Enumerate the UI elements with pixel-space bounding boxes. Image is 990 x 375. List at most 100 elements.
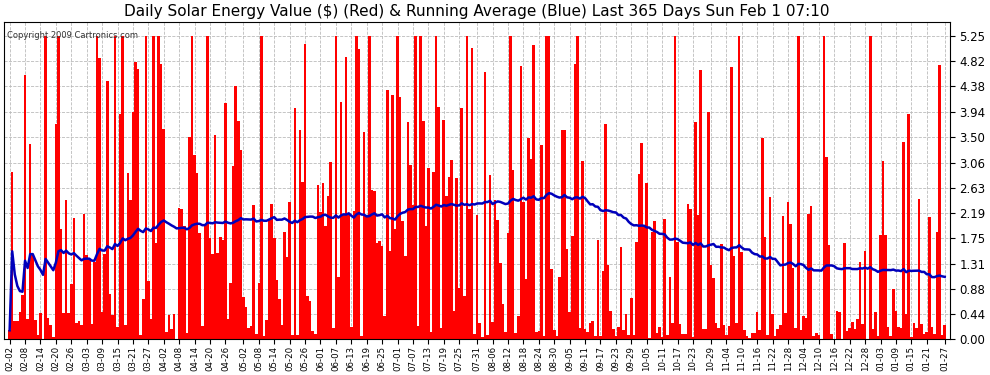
Bar (784, 313, 787, 339)
Bar (54, 124, 57, 339)
Bar (450, 160, 452, 339)
Bar (910, 337, 913, 339)
Bar (507, 232, 509, 339)
Bar (538, 331, 541, 339)
Bar (530, 159, 533, 339)
Bar (694, 122, 697, 339)
Bar (774, 336, 776, 339)
Bar (723, 326, 725, 339)
Bar (794, 327, 797, 339)
Bar (591, 321, 594, 339)
Bar (201, 326, 204, 339)
Bar (157, 36, 160, 339)
Bar (75, 323, 77, 339)
Bar (769, 197, 771, 339)
Bar (275, 280, 278, 339)
Bar (360, 336, 363, 339)
Bar (913, 323, 915, 339)
Bar (116, 327, 119, 339)
Bar (103, 254, 106, 339)
Bar (826, 157, 828, 339)
Bar (731, 67, 733, 339)
Bar (517, 316, 520, 339)
Bar (188, 136, 191, 339)
Bar (98, 57, 101, 339)
Bar (260, 36, 262, 339)
Bar (19, 312, 21, 339)
Bar (204, 226, 206, 339)
Bar (797, 36, 800, 339)
Bar (858, 262, 861, 339)
Bar (106, 81, 109, 339)
Bar (11, 172, 14, 339)
Bar (347, 213, 350, 339)
Bar (661, 337, 663, 339)
Bar (615, 336, 617, 339)
Bar (877, 336, 879, 339)
Bar (422, 122, 425, 339)
Bar (684, 334, 686, 339)
Bar (296, 335, 299, 339)
Bar (114, 36, 116, 339)
Bar (738, 36, 741, 339)
Bar (34, 320, 37, 339)
Bar (77, 321, 80, 339)
Bar (219, 237, 222, 339)
Bar (839, 312, 841, 339)
Bar (401, 220, 404, 339)
Bar (576, 36, 578, 339)
Bar (489, 175, 491, 339)
Bar (499, 263, 502, 339)
Bar (145, 36, 148, 339)
Bar (686, 204, 689, 339)
Bar (47, 318, 50, 339)
Bar (420, 36, 422, 339)
Bar (83, 214, 85, 339)
Bar (167, 315, 170, 339)
Bar (111, 315, 114, 339)
Bar (831, 334, 833, 339)
Bar (813, 336, 815, 339)
Bar (330, 162, 332, 339)
Bar (779, 325, 781, 339)
Bar (455, 178, 458, 339)
Bar (50, 325, 52, 339)
Bar (8, 330, 11, 339)
Bar (648, 338, 650, 339)
Bar (317, 185, 319, 339)
Bar (394, 230, 396, 339)
Bar (417, 326, 420, 339)
Bar (692, 337, 694, 339)
Bar (697, 215, 699, 339)
Bar (573, 64, 576, 339)
Bar (753, 333, 756, 339)
Bar (93, 261, 96, 339)
Bar (645, 183, 648, 339)
Bar (355, 36, 357, 339)
Bar (800, 330, 802, 339)
Bar (884, 235, 887, 339)
Bar (541, 145, 543, 339)
Bar (543, 336, 545, 339)
Bar (599, 336, 602, 339)
Bar (668, 277, 671, 339)
Bar (129, 201, 132, 339)
Bar (663, 219, 666, 339)
Bar (560, 130, 563, 339)
Bar (882, 161, 884, 339)
Bar (607, 265, 610, 339)
Bar (610, 311, 612, 339)
Bar (578, 328, 581, 339)
Bar (504, 332, 507, 339)
Bar (643, 226, 645, 339)
Bar (132, 112, 135, 339)
Bar (283, 232, 286, 339)
Bar (745, 336, 748, 339)
Bar (710, 264, 712, 339)
Bar (586, 332, 589, 339)
Bar (178, 208, 180, 339)
Bar (288, 202, 291, 339)
Bar (934, 334, 936, 339)
Bar (96, 36, 98, 339)
Bar (340, 102, 343, 339)
